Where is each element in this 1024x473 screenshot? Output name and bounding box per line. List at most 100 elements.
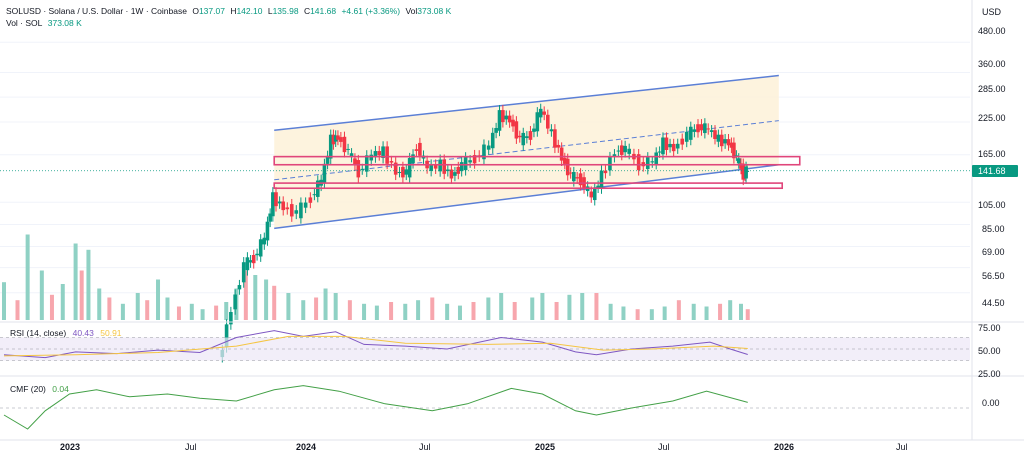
cmf-tick: 0.00 bbox=[982, 398, 1000, 408]
rsi-value: 40.43 bbox=[72, 328, 94, 338]
candle-body bbox=[556, 144, 561, 148]
candle-body bbox=[429, 164, 433, 171]
volume-bar bbox=[86, 249, 91, 320]
high-value: 142.10 bbox=[236, 6, 263, 16]
volume-bar bbox=[499, 293, 504, 320]
low-key: L bbox=[267, 6, 273, 16]
volume-bar bbox=[445, 303, 450, 320]
candle-body bbox=[559, 147, 564, 161]
candle-body bbox=[245, 257, 250, 271]
candle-body bbox=[281, 201, 286, 211]
time-label: Jul bbox=[658, 442, 670, 452]
cmf-label[interactable]: CMF (20) bbox=[10, 384, 46, 394]
low-value: 135.98 bbox=[272, 6, 299, 16]
candle-body bbox=[709, 130, 714, 132]
currency-label: USD bbox=[982, 7, 1002, 17]
candle-body bbox=[716, 134, 721, 142]
volume-bar bbox=[73, 243, 78, 320]
candle-body bbox=[241, 262, 246, 283]
candle-body bbox=[285, 207, 290, 210]
candle-body bbox=[325, 155, 330, 164]
time-label: 2023 bbox=[60, 442, 80, 452]
volume-bar bbox=[286, 293, 291, 320]
candle-body bbox=[668, 143, 672, 148]
volume-bar bbox=[676, 300, 681, 320]
vol-key: Vol bbox=[405, 6, 418, 16]
candle-body bbox=[501, 110, 505, 123]
rsi-ma-value: 50.91 bbox=[100, 328, 122, 338]
candle-body bbox=[248, 260, 253, 263]
candle-body bbox=[289, 204, 294, 217]
candle-body bbox=[433, 164, 438, 169]
candle-body bbox=[229, 312, 233, 325]
volume-bar bbox=[471, 302, 476, 320]
symbol-title[interactable]: SOLUSD · Solana / U.S. Dollar · 1W · Coi… bbox=[6, 6, 187, 16]
candle-body bbox=[308, 197, 313, 203]
candle-body bbox=[407, 158, 412, 178]
volume-bar bbox=[333, 293, 338, 320]
price-tick: 225.00 bbox=[978, 113, 1006, 123]
candle-body bbox=[342, 136, 347, 153]
candle-body bbox=[706, 128, 711, 130]
candle-body bbox=[627, 148, 631, 154]
candle-body bbox=[657, 151, 662, 153]
candle-body bbox=[699, 124, 704, 131]
volume-bar bbox=[189, 303, 194, 320]
candle-body bbox=[532, 128, 536, 132]
price-tick: 285.00 bbox=[978, 84, 1006, 94]
candle-body bbox=[545, 114, 550, 129]
volume-bar bbox=[156, 279, 161, 320]
candle-body bbox=[696, 124, 700, 133]
candle-body bbox=[528, 131, 533, 140]
price-tick: 360.00 bbox=[978, 59, 1006, 69]
candle-body bbox=[562, 157, 567, 164]
volume-bar bbox=[691, 303, 696, 320]
candle-body bbox=[589, 191, 594, 198]
support-resistance-zone bbox=[273, 155, 801, 166]
candle-body bbox=[553, 129, 557, 148]
candle-body bbox=[535, 112, 540, 132]
candle-body bbox=[744, 166, 748, 179]
last-price-value: 141.68 bbox=[978, 166, 1006, 176]
volume-bar bbox=[608, 303, 613, 320]
candle-body bbox=[233, 294, 237, 310]
candle-body bbox=[456, 166, 461, 174]
candle-body bbox=[472, 155, 477, 164]
candle-body bbox=[328, 134, 333, 159]
volume-bar bbox=[635, 309, 640, 320]
candle-body bbox=[482, 144, 486, 160]
last-price-badge bbox=[972, 165, 1018, 177]
candle-body bbox=[692, 129, 697, 132]
volume-label[interactable]: Vol · SOL bbox=[6, 18, 43, 28]
candle-body bbox=[224, 324, 229, 348]
candle-body bbox=[369, 154, 374, 161]
candle-body bbox=[265, 221, 270, 241]
candle-body bbox=[333, 135, 338, 142]
candle-body bbox=[446, 169, 450, 172]
rsi-band bbox=[0, 337, 970, 361]
open-key: O bbox=[192, 6, 199, 16]
candle-body bbox=[739, 163, 743, 169]
candle-body bbox=[271, 192, 275, 217]
volume-bar bbox=[738, 303, 743, 320]
volume-bar bbox=[621, 306, 626, 320]
candle-body bbox=[453, 172, 457, 176]
volume-bar bbox=[430, 297, 435, 320]
candle-body bbox=[401, 166, 405, 178]
rsi-label[interactable]: RSI (14, close) bbox=[10, 328, 67, 338]
volume-bar bbox=[512, 302, 517, 320]
candle-body bbox=[303, 202, 308, 208]
candle-body bbox=[565, 158, 570, 176]
candle-body bbox=[568, 172, 573, 174]
candle-body bbox=[521, 132, 526, 146]
volume-bar bbox=[416, 300, 421, 320]
volume-bar bbox=[374, 305, 379, 320]
time-label: 2024 bbox=[296, 442, 316, 452]
volume-bar bbox=[15, 300, 20, 320]
vol-value: 373.08 K bbox=[417, 6, 452, 16]
volume-bar bbox=[362, 303, 367, 320]
candle-body bbox=[497, 110, 502, 131]
plot-layer bbox=[0, 41, 970, 430]
